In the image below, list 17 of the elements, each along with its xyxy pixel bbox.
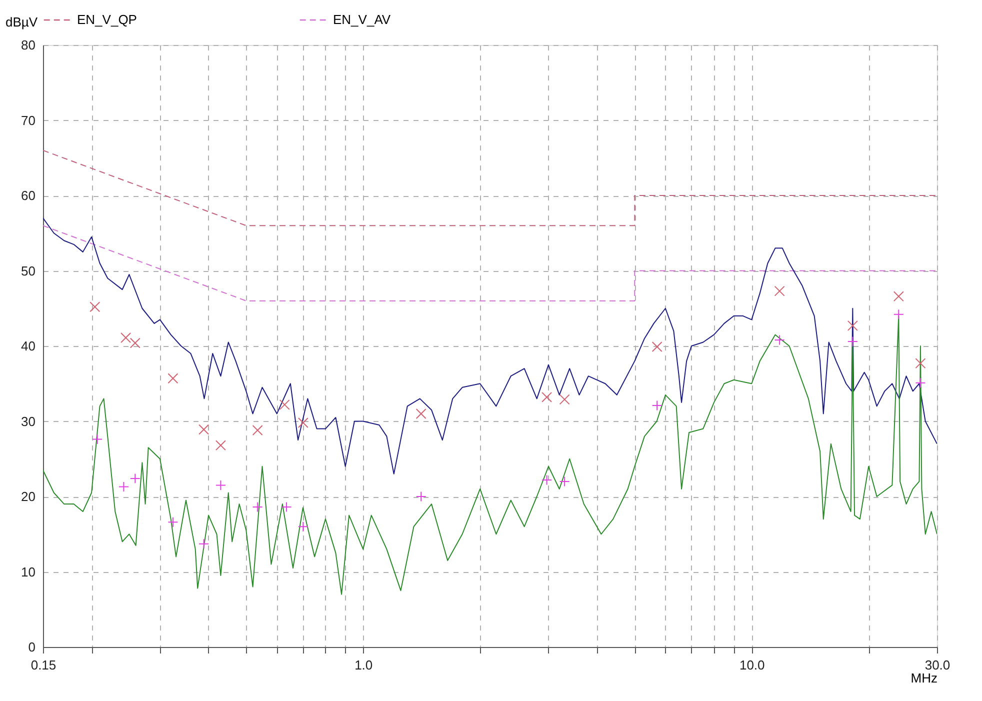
y-tick-label: 50 <box>21 263 36 278</box>
y-tick-label: 30 <box>21 414 36 429</box>
x-axis-title: MHz <box>910 670 938 686</box>
y-tick-label: 20 <box>21 489 36 504</box>
y-tick-label: 80 <box>21 38 36 52</box>
legend-label: EN_V_AV <box>333 12 391 27</box>
y-tick-label: 40 <box>21 338 36 354</box>
y-tick-label: 60 <box>21 188 36 203</box>
y-tick-label: 10 <box>21 564 36 580</box>
x-tick-label: 1.0 <box>354 658 373 672</box>
x-tick-label: 30.0 <box>924 658 950 672</box>
y-tick-label: 70 <box>21 112 36 128</box>
y-axis-title: dBµV <box>6 14 38 30</box>
legend-label: EN_V_QP <box>77 12 137 27</box>
x-tick-label: 10.0 <box>739 658 765 672</box>
y-tick-label: 0 <box>28 640 36 654</box>
x-tick-label: 0.15 <box>30 658 56 672</box>
